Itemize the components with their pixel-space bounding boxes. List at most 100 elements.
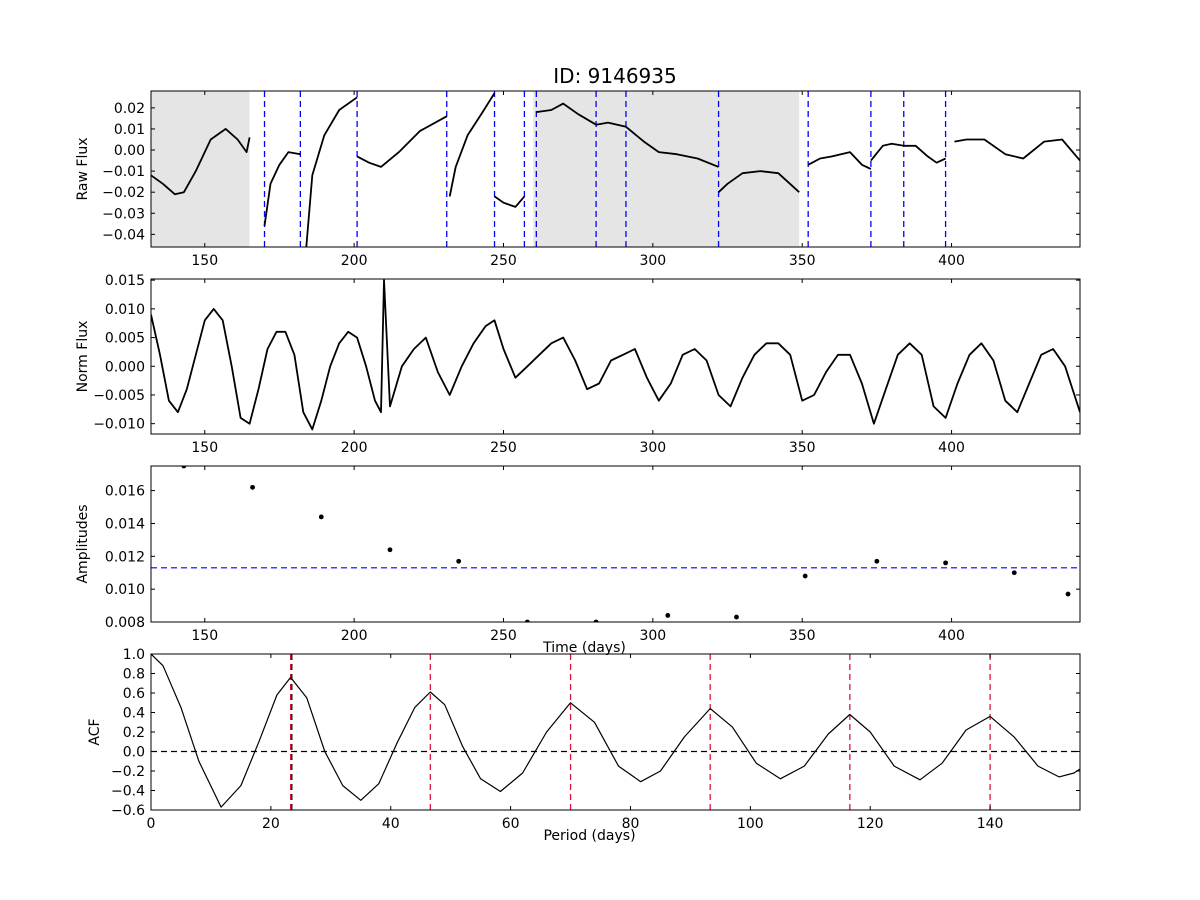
y-tick-label: 0.008 xyxy=(105,615,145,631)
y-tick-label: −0.2 xyxy=(111,764,145,780)
y-tick-label: 0.000 xyxy=(105,359,145,375)
amplitude-point xyxy=(456,558,462,564)
flux-segment xyxy=(870,142,904,162)
flux-segment xyxy=(448,92,496,197)
x-tick-label: 300 xyxy=(639,440,666,456)
y-tick-label: −0.04 xyxy=(102,227,145,243)
y-tick-label: 0.015 xyxy=(105,273,145,289)
y-tick-label: 0.014 xyxy=(105,516,145,532)
norm-series-line xyxy=(151,279,1080,431)
flux-segment xyxy=(493,195,526,208)
plot-area xyxy=(151,91,1080,247)
x-tick-label: 250 xyxy=(490,628,517,644)
y-tick-label: 0.016 xyxy=(105,484,145,500)
y-tick-label: −0.010 xyxy=(93,417,145,433)
amplitude-point xyxy=(943,560,948,566)
y-tick-label: 0.02 xyxy=(114,101,145,117)
amplitude-point xyxy=(874,558,880,564)
x-tick-label: 150 xyxy=(191,440,218,456)
x-tick-label: 250 xyxy=(490,440,517,456)
x-tick-label: 350 xyxy=(789,628,816,644)
x-tick-label: 400 xyxy=(938,440,965,456)
y-tick-label: 0.8 xyxy=(123,667,145,683)
plot-area xyxy=(151,279,1080,431)
x-tick-label: 120 xyxy=(857,816,884,832)
panel-frame xyxy=(150,278,1081,435)
panel-raw: 150 200 250 300 350 400 −0.04 −0.03 −0.02 −0.01 0.… xyxy=(75,90,1081,269)
flux-segment xyxy=(625,126,719,168)
y-tick-label: 0.0 xyxy=(123,745,145,761)
x-tick-label: 400 xyxy=(938,253,965,269)
y-tick-label: 0.012 xyxy=(105,549,145,565)
y-tick-label: 0.010 xyxy=(105,582,145,598)
amplitude-point xyxy=(318,514,324,520)
x-tick-label: 200 xyxy=(341,628,368,644)
amplitude-point xyxy=(734,614,739,620)
y-tick-label: −0.03 xyxy=(102,206,145,222)
acf-series-line xyxy=(151,654,1080,808)
panel-acf: 0 20 40 60 80 100 120 140 −0.6 −0.4 −0.2 0.0 0.2 0.4 0… xyxy=(87,647,1081,844)
y-tick-label: −0.6 xyxy=(111,803,145,819)
flux-segment xyxy=(356,115,448,168)
flux-segment xyxy=(903,144,946,164)
flux-segment xyxy=(807,151,872,170)
x-axis-label: Time (days) xyxy=(542,640,626,656)
y-tick-label: −0.005 xyxy=(93,388,145,404)
x-tick-label: 300 xyxy=(639,628,666,644)
y-tick-label: −0.4 xyxy=(111,784,145,800)
x-tick-label: 80 xyxy=(622,816,640,832)
amplitude-point xyxy=(250,484,255,490)
x-tick-label: 350 xyxy=(789,440,816,456)
x-tick-label: 250 xyxy=(490,253,517,269)
panel-norm: 150 200 250 300 350 400 −0.010 −0.005 0.000 0.005… xyxy=(75,273,1081,456)
y-tick-label: 0.4 xyxy=(123,706,145,722)
x-tick-label: 150 xyxy=(191,253,218,269)
x-tick-label: 200 xyxy=(341,253,368,269)
y-tick-label: 0.010 xyxy=(105,302,145,318)
y-axis-label: ACF xyxy=(87,718,103,745)
y-axis-label: Norm Flux xyxy=(75,321,91,393)
plot-area xyxy=(151,466,1080,622)
y-tick-label: −0.01 xyxy=(102,164,145,180)
flux-segment xyxy=(717,170,800,193)
x-axis-label: Period (days) xyxy=(543,828,635,844)
amplitude-point xyxy=(1011,570,1017,576)
x-tick-label: 0 xyxy=(147,816,156,832)
amplitude-point xyxy=(181,466,187,469)
x-tick-label: 100 xyxy=(737,816,764,832)
panel-frame xyxy=(150,90,1081,248)
x-tick-label: 400 xyxy=(938,628,965,644)
x-tick-label: 40 xyxy=(382,816,400,832)
x-tick-label: 300 xyxy=(639,253,666,269)
plot-area xyxy=(151,654,1080,810)
amplitude-point xyxy=(1065,591,1071,597)
panel-amp: 150 200 250 300 350 400 0.008 0.010 0.012 0.014 0.… xyxy=(75,465,1081,656)
x-tick-label: 200 xyxy=(341,440,368,456)
amplitude-point xyxy=(524,619,530,622)
x-tick-label: 60 xyxy=(502,816,520,832)
amplitude-point xyxy=(593,619,599,622)
flux-segment xyxy=(151,128,251,196)
flux-segment xyxy=(595,121,627,128)
y-axis-label: Raw Flux xyxy=(75,138,91,201)
amplitude-point xyxy=(387,547,393,553)
flux-segment xyxy=(305,96,358,247)
x-tick-label: 20 xyxy=(262,816,280,832)
amplitude-point xyxy=(802,573,808,579)
y-tick-label: 0.005 xyxy=(105,331,145,347)
flux-segment xyxy=(536,102,597,126)
x-tick-label: 350 xyxy=(789,253,816,269)
shaded-span xyxy=(151,91,250,247)
shaded-span xyxy=(533,91,800,247)
y-tick-label: 0.01 xyxy=(114,122,145,138)
y-tick-label: −0.02 xyxy=(102,185,145,201)
figure-title: ID: 9146935 xyxy=(553,64,676,88)
flux-segment xyxy=(263,151,301,227)
y-tick-label: 0.00 xyxy=(114,143,145,159)
y-tick-label: 1.0 xyxy=(123,647,145,663)
y-tick-label: 0.2 xyxy=(123,725,145,741)
amplitude-point xyxy=(665,613,671,618)
panel-frame xyxy=(150,465,1081,623)
x-tick-label: 150 xyxy=(191,628,218,644)
